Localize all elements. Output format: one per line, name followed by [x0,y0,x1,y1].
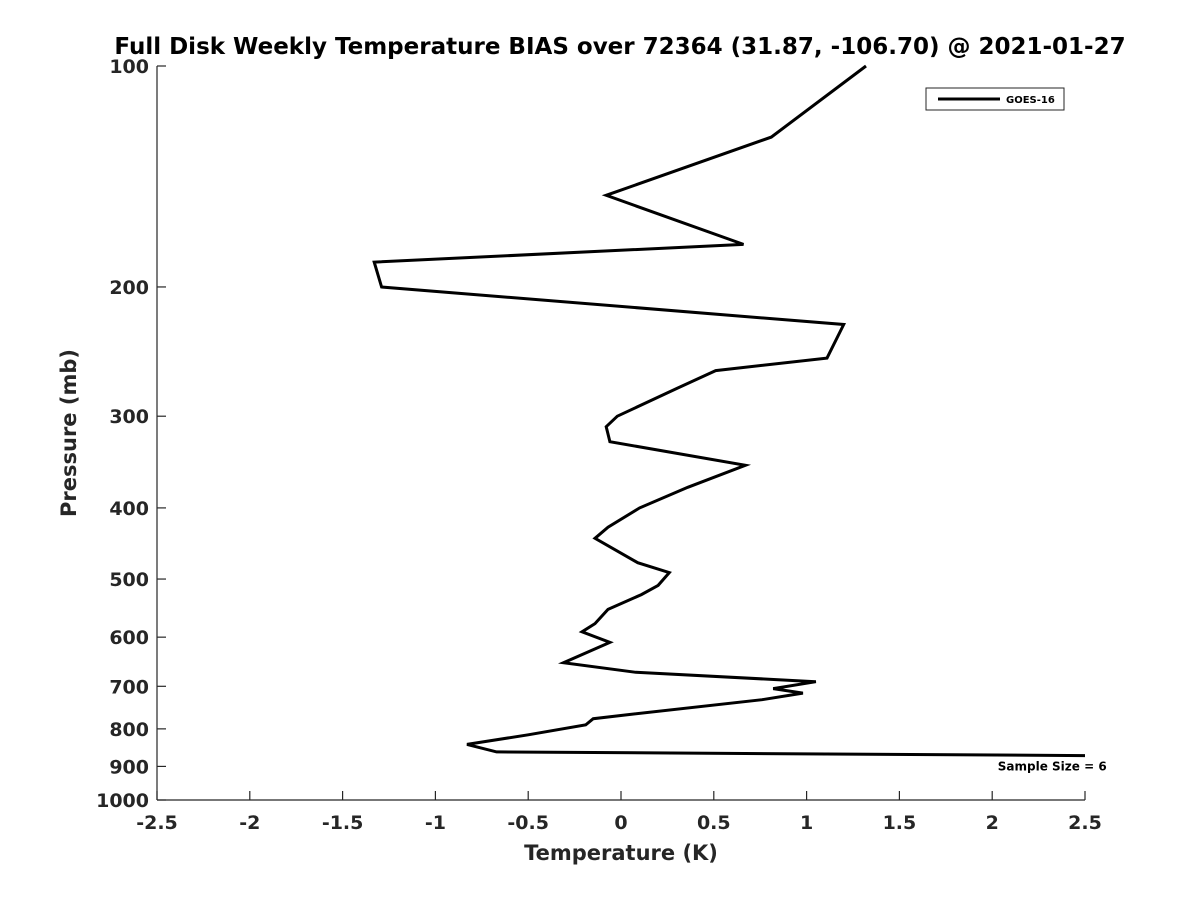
x-axis-label: Temperature (K) [524,841,718,865]
plot-area: -2.5 -2 -1.5 -1 -0.5 0 0.5 1 1.5 2 2.5 100 200 300 40… [96,56,1102,834]
x-tick-label: 1.5 [883,812,917,834]
y-tick-label: 300 [109,406,149,428]
y-tick-label: 500 [109,569,149,591]
x-tick-label: 2.5 [1068,812,1102,834]
x-tick-label: 2 [986,812,999,834]
legend-label-goes-16: GOES-16 [1006,95,1055,106]
x-tick-label: -2 [239,812,260,834]
y-ticks: 100 200 300 400 500 600 700 800 900 1000 [96,56,166,812]
legend: GOES-16 [925,87,1065,111]
series-line-goes-16 [372,64,1086,758]
y-tick-label: 100 [109,56,149,78]
y-tick-label: 900 [109,756,149,778]
y-tick-label: 1000 [96,790,149,812]
y-tick-label: 200 [109,277,149,299]
y-tick-label: 800 [109,719,149,741]
y-tick-label: 700 [109,676,149,698]
y-tick-label: 400 [109,498,149,520]
x-tick-label: 0.5 [697,812,731,834]
y-tick-label: 600 [109,627,149,649]
sample-size-annotation: Sample Size = 6 [998,759,1107,773]
x-ticks: -2.5 -2 -1.5 -1 -0.5 0 0.5 1 1.5 2 2.5 [136,791,1102,834]
x-tick-label: -2.5 [136,812,178,834]
x-tick-label: -1 [425,812,446,834]
x-tick-label: 1 [800,812,813,834]
x-tick-label: -0.5 [507,812,549,834]
x-tick-label: 0 [614,812,627,834]
x-tick-label: -1.5 [322,812,364,834]
chart-title: Full Disk Weekly Temperature BIAS over 7… [114,34,1125,60]
y-axis-label: Pressure (mb) [57,349,81,517]
